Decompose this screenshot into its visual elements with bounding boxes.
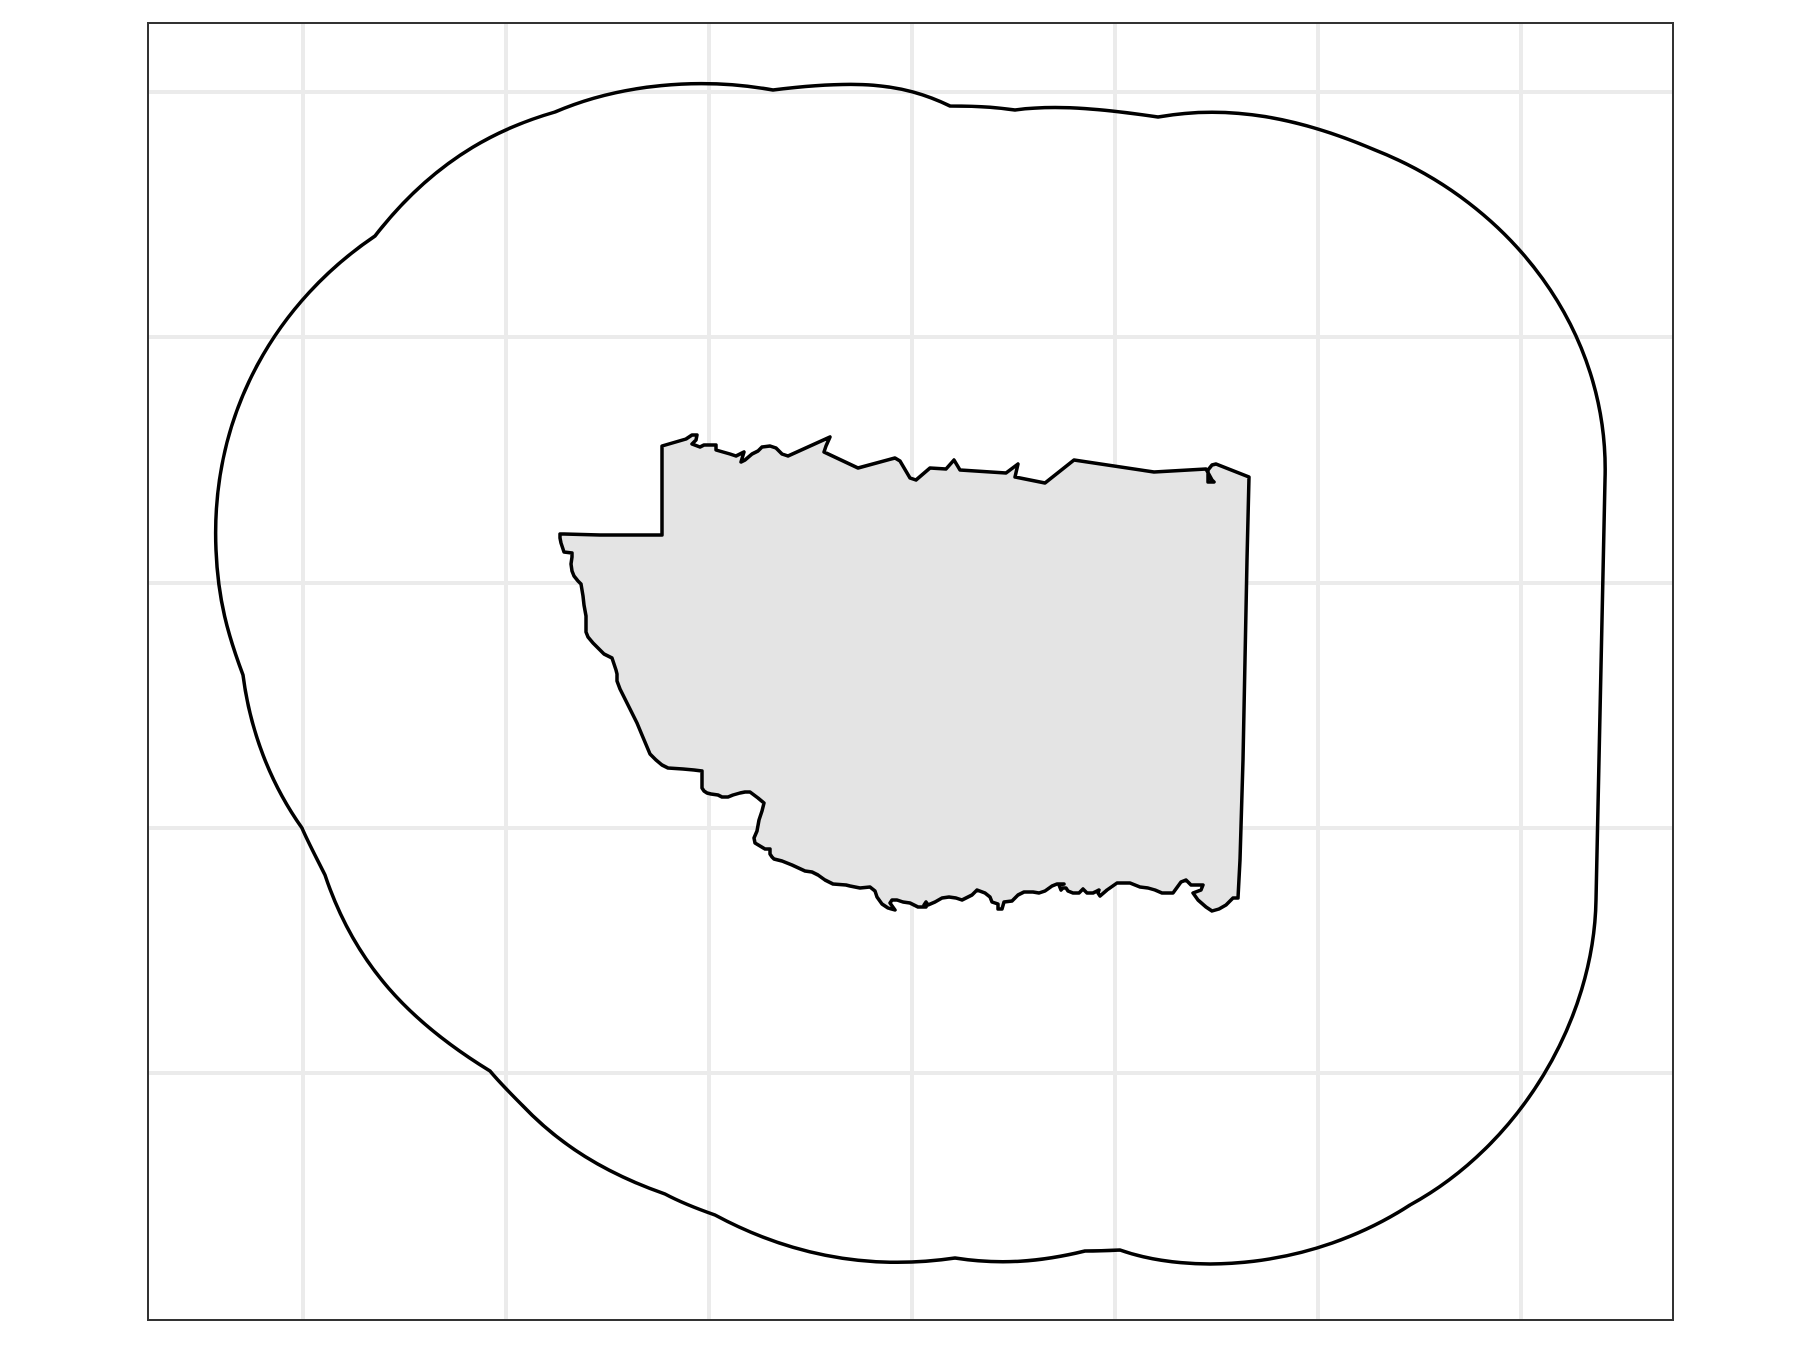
panel-border: [147, 22, 1674, 1321]
region-polygon: [558, 433, 1251, 913]
buffer-outline: [213, 81, 1607, 1266]
